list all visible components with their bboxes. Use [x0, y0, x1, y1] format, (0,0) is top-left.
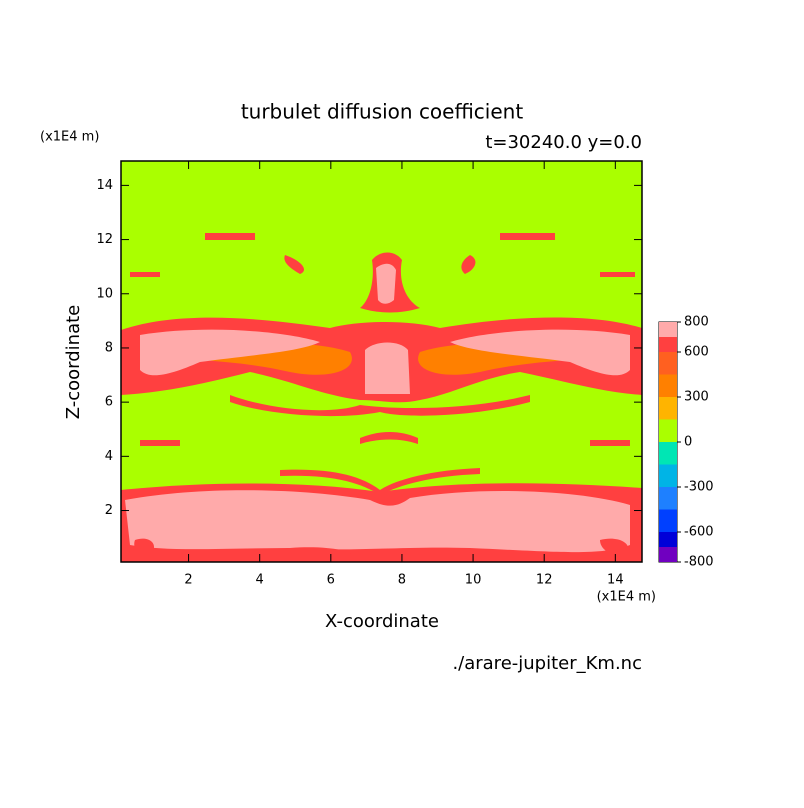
x-tick-label: 2	[184, 573, 192, 588]
y-axis-label: Z-coordinate	[63, 305, 84, 420]
x-tick-label: 14	[607, 573, 624, 588]
colorbar-tick-label: -800	[684, 555, 714, 570]
contour-field	[121, 161, 642, 562]
colorbar-band	[659, 509, 677, 532]
colorbar-band	[659, 419, 677, 442]
colorbar-band	[659, 352, 677, 375]
y-unit: (x1E4 m)	[40, 130, 99, 145]
colorbar-band	[659, 397, 677, 420]
subtitle: t=30240.0 y=0.0	[485, 132, 642, 153]
y-tick-label: 2	[105, 503, 113, 518]
contour-region	[376, 263, 396, 304]
colorbar-band	[659, 442, 677, 465]
x-tick-label: 4	[256, 573, 264, 588]
colorbar-tick-label: -300	[684, 480, 714, 495]
colorbar-band	[659, 374, 677, 397]
contour-region	[140, 329, 630, 394]
y-tick-label: 12	[96, 232, 113, 247]
x-tick-label: 8	[398, 573, 406, 588]
colorbar-tick-label: 800	[684, 315, 709, 330]
x-axis-label: X-coordinate	[325, 611, 439, 632]
x-tick-label: 12	[536, 573, 553, 588]
colorbar-band	[659, 487, 677, 510]
contour-region	[230, 395, 530, 417]
y-tick-label: 6	[105, 395, 113, 410]
contour-region	[200, 342, 570, 375]
contour-region	[125, 490, 630, 553]
plot-frame	[120, 160, 643, 563]
y-tick-label: 10	[96, 286, 113, 301]
x-unit: (x1E4 m)	[597, 590, 656, 605]
y-tick-label: 4	[105, 449, 113, 464]
colorbar-band	[659, 547, 677, 562]
colorbar-band	[659, 337, 677, 352]
colorbar-tick-label: 300	[684, 390, 709, 405]
x-tick-label: 10	[465, 573, 482, 588]
x-tick-label: 6	[327, 573, 335, 588]
colorbar-tick-label: 0	[684, 435, 692, 450]
contour-region	[140, 432, 630, 446]
colorbar-tick-label: -600	[684, 525, 714, 540]
contour-region	[280, 468, 480, 495]
colorbar-tick-label: 600	[684, 345, 709, 360]
colorbar-band	[659, 464, 677, 487]
chart-title: turbulet diffusion coefficient	[241, 100, 524, 124]
source-file: ./arare-jupiter_Km.nc	[452, 653, 642, 674]
y-tick-label: 14	[96, 178, 113, 193]
colorbar-band	[659, 532, 677, 547]
y-tick-label: 8	[105, 340, 113, 355]
colorbar-band	[659, 322, 677, 337]
